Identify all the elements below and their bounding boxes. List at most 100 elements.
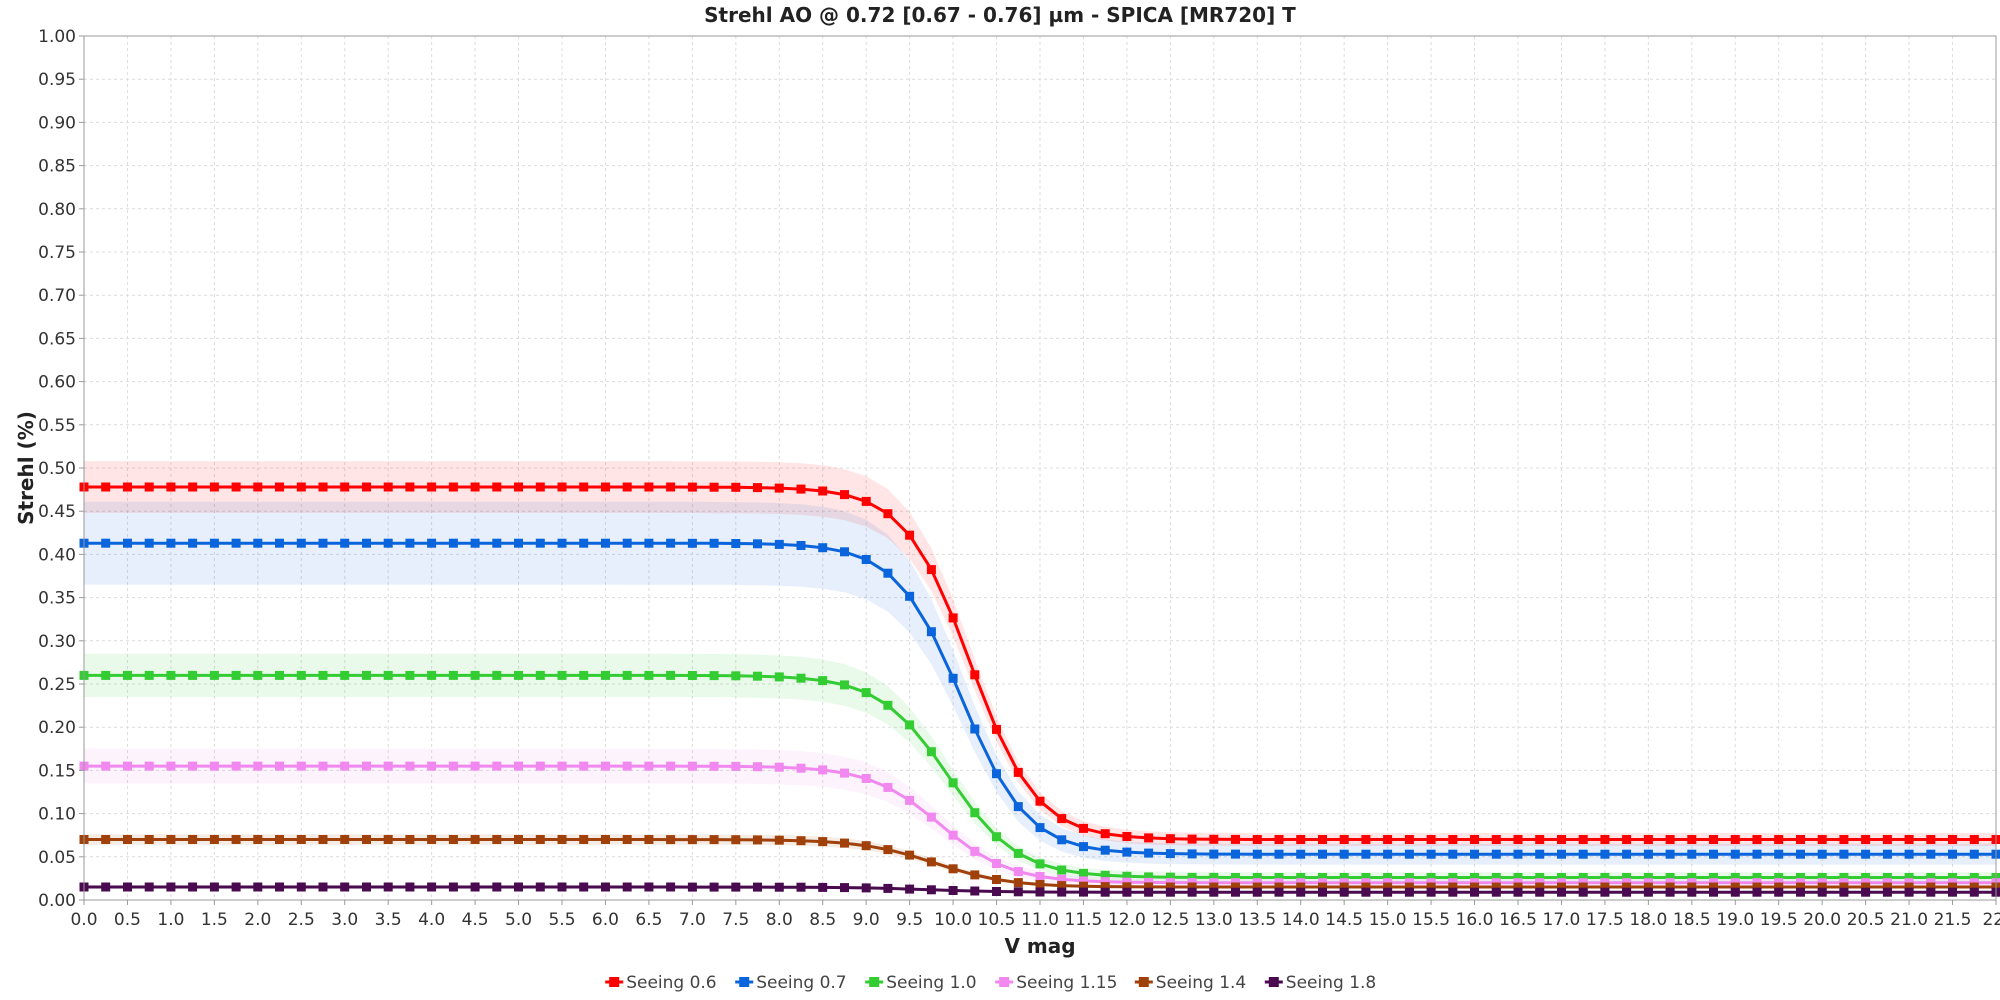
data-point: [318, 882, 328, 892]
data-point: [1165, 834, 1175, 844]
data-point: [1144, 848, 1154, 858]
data-point: [1513, 887, 1523, 897]
data-point: [1361, 849, 1371, 859]
data-point: [557, 835, 567, 844]
data-point: [492, 670, 502, 680]
data-point: [1643, 835, 1653, 844]
x-tick-label: 10.5: [978, 910, 1016, 930]
data-point: [209, 482, 219, 492]
data-point: [340, 482, 350, 492]
legend-item: Seeing 1.0: [865, 973, 977, 993]
data-point: [448, 882, 458, 892]
data-point: [1817, 882, 1827, 892]
x-tick-label: 8.0: [766, 910, 793, 930]
x-tick-label: 19.5: [1760, 910, 1798, 930]
data-point: [427, 761, 437, 771]
data-point: [362, 835, 371, 844]
data-point: [1926, 873, 1936, 882]
data-point: [1470, 835, 1479, 844]
data-point: [296, 761, 306, 771]
data-point: [188, 835, 198, 844]
data-point: [1839, 882, 1849, 892]
data-point: [818, 837, 828, 847]
data-point: [948, 864, 958, 874]
x-tick-label: 4.5: [462, 910, 489, 930]
data-point: [579, 882, 589, 892]
data-point: [687, 882, 697, 892]
data-point: [253, 482, 263, 492]
data-point: [535, 538, 545, 548]
data-point: [1339, 835, 1349, 844]
legend-swatch-marker: [869, 977, 880, 987]
data-point: [883, 568, 893, 578]
data-point: [1144, 872, 1154, 882]
legend-label: Seeing 1.0: [886, 973, 976, 993]
x-tick-label: 11.0: [1021, 910, 1059, 930]
y-tick-label: 0.30: [38, 632, 76, 652]
data-point: [687, 761, 697, 771]
data-point: [188, 882, 198, 892]
data-point: [731, 671, 741, 681]
data-point: [1404, 887, 1414, 897]
data-point: [840, 490, 849, 500]
data-point: [883, 509, 893, 519]
data-point: [123, 670, 132, 680]
data-point: [1470, 882, 1479, 892]
data-point: [209, 882, 219, 892]
data-point: [188, 538, 198, 548]
data-point: [1296, 873, 1306, 882]
data-point: [1361, 887, 1371, 897]
y-tick-label: 0.40: [38, 545, 76, 565]
data-point: [622, 835, 632, 844]
x-tick-label: 13.5: [1238, 910, 1276, 930]
data-point: [1404, 835, 1414, 844]
x-tick-label: 1.5: [201, 910, 228, 930]
data-point: [1035, 859, 1045, 869]
data-point: [231, 670, 241, 680]
data-point: [427, 835, 437, 844]
data-point: [253, 670, 263, 680]
data-point: [840, 547, 849, 557]
data-point: [296, 670, 306, 680]
data-point: [1622, 849, 1632, 859]
data-point: [470, 835, 480, 844]
data-point: [731, 482, 741, 492]
x-tick-label: 9.5: [896, 910, 923, 930]
data-point: [1861, 882, 1871, 892]
data-point: [1948, 835, 1957, 844]
data-point: [666, 538, 676, 548]
y-tick-label: 0.80: [38, 200, 76, 220]
data-point: [774, 835, 784, 845]
x-tick-label: 15.5: [1412, 910, 1450, 930]
data-point: [796, 882, 806, 892]
x-tick-label: 10.0: [934, 910, 972, 930]
x-tick-label: 0.0: [70, 910, 97, 930]
data-point: [231, 761, 241, 771]
data-point: [1361, 835, 1371, 844]
data-point: [731, 539, 741, 548]
data-point: [1470, 887, 1479, 897]
data-point: [231, 538, 241, 548]
data-point: [1339, 849, 1349, 859]
data-point: [796, 484, 806, 494]
data-point: [1774, 835, 1784, 844]
data-point: [753, 539, 762, 549]
data-point: [1969, 835, 1979, 844]
data-point: [557, 482, 567, 492]
data-point: [622, 882, 632, 892]
data-point: [579, 538, 589, 548]
data-point: [926, 627, 936, 637]
data-point: [470, 670, 480, 680]
data-point: [1513, 873, 1523, 882]
data-point: [1730, 835, 1740, 844]
data-point: [1774, 882, 1784, 892]
data-point: [861, 774, 871, 783]
data-point: [1318, 882, 1327, 892]
data-point: [1774, 873, 1784, 882]
data-point: [1730, 887, 1740, 897]
data-point: [1144, 882, 1154, 892]
data-point: [1709, 835, 1718, 844]
data-point: [1904, 873, 1914, 882]
data-point: [1231, 887, 1240, 897]
data-point: [427, 538, 437, 548]
